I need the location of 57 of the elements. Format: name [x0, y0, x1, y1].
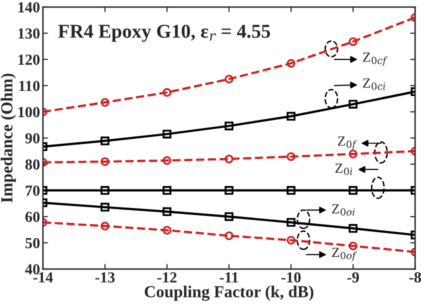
annotation: Z$_{0ci}$	[363, 78, 386, 90]
y-tick-label: 140	[18, 2, 40, 12]
point	[224, 212, 234, 221]
annotation: Z$_{0f}$	[338, 136, 358, 150]
point	[224, 122, 234, 130]
y-tick-label: 110	[19, 80, 40, 92]
point	[162, 88, 172, 97]
x-tick-label: -8	[409, 272, 421, 283]
point	[348, 242, 358, 250]
point	[286, 152, 296, 161]
x-tick-label: -10	[281, 272, 301, 283]
point	[224, 74, 234, 84]
x-tick-label: -11	[220, 272, 238, 282]
point	[162, 207, 172, 216]
annotation: Z$_{0i}$	[335, 164, 352, 176]
point	[348, 224, 358, 233]
point	[348, 150, 358, 158]
annotation: Z$_{0of}$	[332, 248, 358, 262]
point	[162, 186, 172, 195]
x-tick-label: -14	[33, 272, 53, 282]
annotation: Z$_{0oi}$	[332, 204, 355, 216]
y-tick-label: 120	[18, 54, 40, 65]
point	[162, 226, 172, 235]
y-tick-label: 40	[25, 264, 40, 274]
y-tick-label: 90	[25, 133, 40, 144]
point	[348, 100, 358, 109]
x-axis-title: Coupling Factor (k, dB)	[144, 286, 314, 301]
point	[348, 186, 358, 195]
x-tick-label: -12	[157, 272, 177, 282]
point	[286, 58, 296, 68]
point	[100, 222, 110, 230]
y-tick-label: 100	[18, 106, 40, 118]
point	[224, 154, 234, 164]
point	[224, 186, 234, 195]
point	[286, 112, 296, 121]
y-tick-label: 70	[26, 186, 40, 196]
y-tick-label: 80	[25, 159, 40, 170]
point	[286, 236, 296, 245]
point	[100, 98, 110, 107]
point	[100, 157, 110, 166]
point	[224, 231, 234, 240]
point	[286, 218, 296, 227]
point	[100, 202, 110, 212]
text: FR4 Epoxy G10, ε$_{r}$ = 4.55	[58, 24, 270, 42]
point	[162, 156, 172, 165]
x-tick-label: -9	[347, 272, 359, 283]
y-tick-label: 130	[18, 28, 40, 39]
point	[348, 37, 358, 46]
point	[100, 186, 110, 195]
annotation: Z$_{0cf}$	[363, 52, 388, 66]
point	[162, 130, 172, 138]
x-tick-label: -13	[95, 272, 115, 283]
point	[286, 186, 296, 195]
point	[100, 136, 110, 146]
y-tick-label: 60	[25, 212, 40, 222]
y-axis-title: Impedance (Ohm)	[0, 74, 16, 202]
y-tick-label: 50	[26, 238, 40, 248]
